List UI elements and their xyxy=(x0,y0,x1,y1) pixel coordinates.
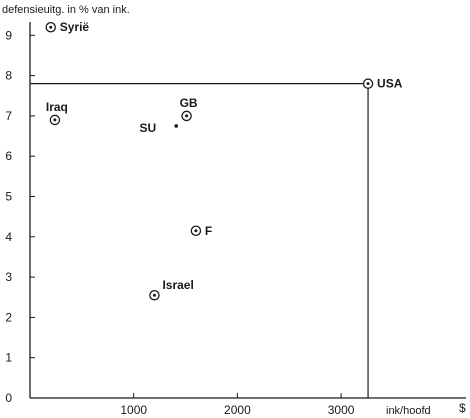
x-axis-unit: $ xyxy=(459,401,466,415)
y-tick-label: 2 xyxy=(5,310,12,324)
point-label-su: SU xyxy=(140,121,157,135)
y-tick-label: 8 xyxy=(5,69,12,83)
point-marker-center xyxy=(185,114,189,118)
x-axis-title: ink/hoofd xyxy=(386,405,431,417)
guide-lines xyxy=(30,83,369,398)
y-tick-label: 1 xyxy=(5,351,12,365)
y-tick-label: 6 xyxy=(5,149,12,163)
data-point-f: F xyxy=(190,224,212,238)
data-point-iraq: Iraq xyxy=(46,100,68,126)
data-point-usa: USA xyxy=(362,77,403,91)
data-point-su: SU xyxy=(140,121,179,135)
point-marker-dot xyxy=(174,124,179,128)
y-tick-label: 0 xyxy=(5,391,12,405)
y-tick-label: 5 xyxy=(5,190,12,204)
point-label-syri-: Syrië xyxy=(60,20,90,34)
point-marker-center xyxy=(49,25,53,29)
data-point-syri-: Syrië xyxy=(45,20,90,34)
x-tick-label: 3000 xyxy=(328,403,355,417)
point-label-iraq: Iraq xyxy=(46,100,68,114)
data-point-gb: GB xyxy=(180,96,198,122)
y-tick-label: 4 xyxy=(5,230,12,244)
point-label-usa: USA xyxy=(377,77,403,91)
point-marker-center xyxy=(53,118,57,122)
point-marker-center xyxy=(366,82,370,86)
point-marker-center xyxy=(194,229,198,233)
y-axis-title: defensieuitg. in % van ink. xyxy=(2,4,130,16)
data-point-israel: Israel xyxy=(149,278,194,301)
y-tick-label: 7 xyxy=(5,109,12,123)
point-marker-center xyxy=(152,293,156,297)
point-label-israel: Israel xyxy=(162,278,193,292)
x-tick-label: 1000 xyxy=(120,403,147,417)
point-label-f: F xyxy=(205,224,212,238)
x-tick-label: 2000 xyxy=(224,403,251,417)
point-label-gb: GB xyxy=(180,96,198,110)
y-tick-label: 9 xyxy=(5,28,12,42)
y-tick-label: 3 xyxy=(5,270,12,284)
axis-ticks: 1000 2000 3000 0 1 2 3 4 5 6 7 8 9 xyxy=(5,28,354,417)
data-points: Syrië USA Iraq GB SU F Israel xyxy=(45,20,403,301)
